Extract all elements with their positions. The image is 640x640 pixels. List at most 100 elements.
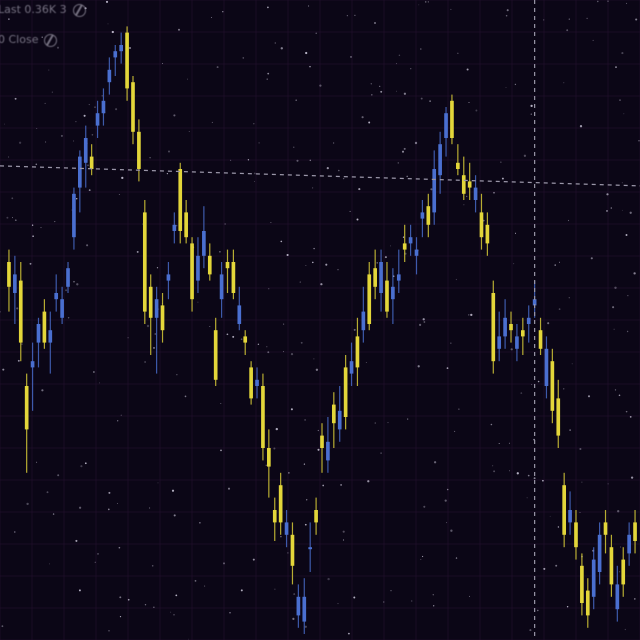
noise-dot xyxy=(153,606,155,608)
candle xyxy=(402,224,407,262)
noise-dot xyxy=(304,625,307,628)
noise-dot xyxy=(500,161,502,163)
noise-dot xyxy=(54,221,56,223)
noise-dot xyxy=(153,346,155,349)
noise-dot xyxy=(101,95,103,97)
noise-dot xyxy=(187,78,188,80)
candle-body xyxy=(237,305,242,324)
noise-dot xyxy=(625,410,628,413)
noise-dot xyxy=(120,414,122,416)
noise-dot xyxy=(8,156,10,158)
noise-dot xyxy=(629,416,632,418)
noise-dot xyxy=(267,72,270,75)
noise-dot xyxy=(286,253,289,257)
candle xyxy=(503,299,507,349)
noise-dot xyxy=(420,48,422,50)
candle xyxy=(544,336,549,399)
noise-dot xyxy=(619,571,621,573)
noise-dot xyxy=(433,461,437,464)
noise-dot xyxy=(380,452,382,454)
visibility-toggle-icon[interactable] xyxy=(72,3,86,17)
candle xyxy=(320,423,324,473)
noise-dot xyxy=(111,30,114,34)
noise-dot xyxy=(347,632,350,635)
noise-dot xyxy=(563,388,565,390)
noise-dot xyxy=(26,502,29,506)
candle xyxy=(585,578,590,628)
noise-dot xyxy=(327,577,330,581)
noise-dot xyxy=(493,470,496,473)
noise-dot xyxy=(626,330,629,333)
candle-body xyxy=(190,243,194,300)
candle xyxy=(190,237,194,312)
candle-body xyxy=(160,305,165,331)
noise-dot xyxy=(240,589,243,592)
candle-body xyxy=(261,386,265,448)
noise-dot xyxy=(549,515,551,517)
noise-dot xyxy=(303,463,306,465)
crosshair-horizontal xyxy=(0,165,640,187)
candle-body xyxy=(432,169,437,213)
noise-dot xyxy=(623,113,625,115)
noise-dot xyxy=(151,565,154,567)
noise-dot xyxy=(380,90,383,93)
noise-dot xyxy=(242,57,245,59)
noise-dot xyxy=(305,264,307,266)
candle xyxy=(603,510,608,554)
noise-dot xyxy=(607,483,609,485)
noise-dot xyxy=(597,0,599,3)
noise-dot xyxy=(506,9,509,12)
noise-dot xyxy=(557,526,560,528)
candle-body xyxy=(621,559,626,585)
noise-dot xyxy=(358,188,361,191)
candle-body xyxy=(515,336,519,349)
noise-dot xyxy=(402,236,405,238)
noise-dot xyxy=(629,211,632,214)
noise-dot xyxy=(407,418,409,420)
candle xyxy=(107,57,112,95)
candle-body xyxy=(225,262,230,269)
noise-dot xyxy=(283,323,285,325)
noise-dot xyxy=(508,470,510,472)
candle xyxy=(568,491,572,535)
noise-dot xyxy=(41,36,43,38)
noise-dot xyxy=(46,491,49,494)
candle-body xyxy=(66,268,70,287)
candle-body xyxy=(296,596,301,616)
candle xyxy=(278,472,283,535)
noise-dot xyxy=(376,262,378,264)
candle-body xyxy=(196,255,200,281)
candle-body xyxy=(355,336,360,368)
candle xyxy=(538,317,543,355)
noise-dot xyxy=(265,464,268,467)
noise-dot xyxy=(337,603,339,605)
noise-dot xyxy=(581,481,583,483)
visibility-toggle-icon[interactable] xyxy=(44,33,58,47)
noise-dot xyxy=(170,611,172,613)
candle xyxy=(621,547,626,597)
noise-dot xyxy=(308,5,310,7)
noise-dot xyxy=(590,257,593,260)
noise-dot xyxy=(542,479,544,482)
noise-dot xyxy=(107,23,109,25)
candle-body xyxy=(13,274,17,293)
noise-dot xyxy=(606,209,608,212)
noise-dot xyxy=(257,343,260,345)
noise-dot xyxy=(45,141,47,143)
noise-dot xyxy=(586,17,588,20)
candle-body xyxy=(367,274,372,324)
noise-dot xyxy=(396,63,397,65)
noise-dot xyxy=(105,0,109,3)
noise-dot xyxy=(94,561,96,563)
noise-dot xyxy=(240,338,243,341)
candle xyxy=(432,150,437,225)
noise-dot xyxy=(87,164,89,167)
noise-dot xyxy=(2,368,5,371)
noise-dot xyxy=(368,121,371,124)
legend-row-close: 0 Close xyxy=(0,32,58,48)
candle-body xyxy=(243,336,248,343)
candle-body xyxy=(30,361,35,368)
noise-dot xyxy=(514,232,517,234)
